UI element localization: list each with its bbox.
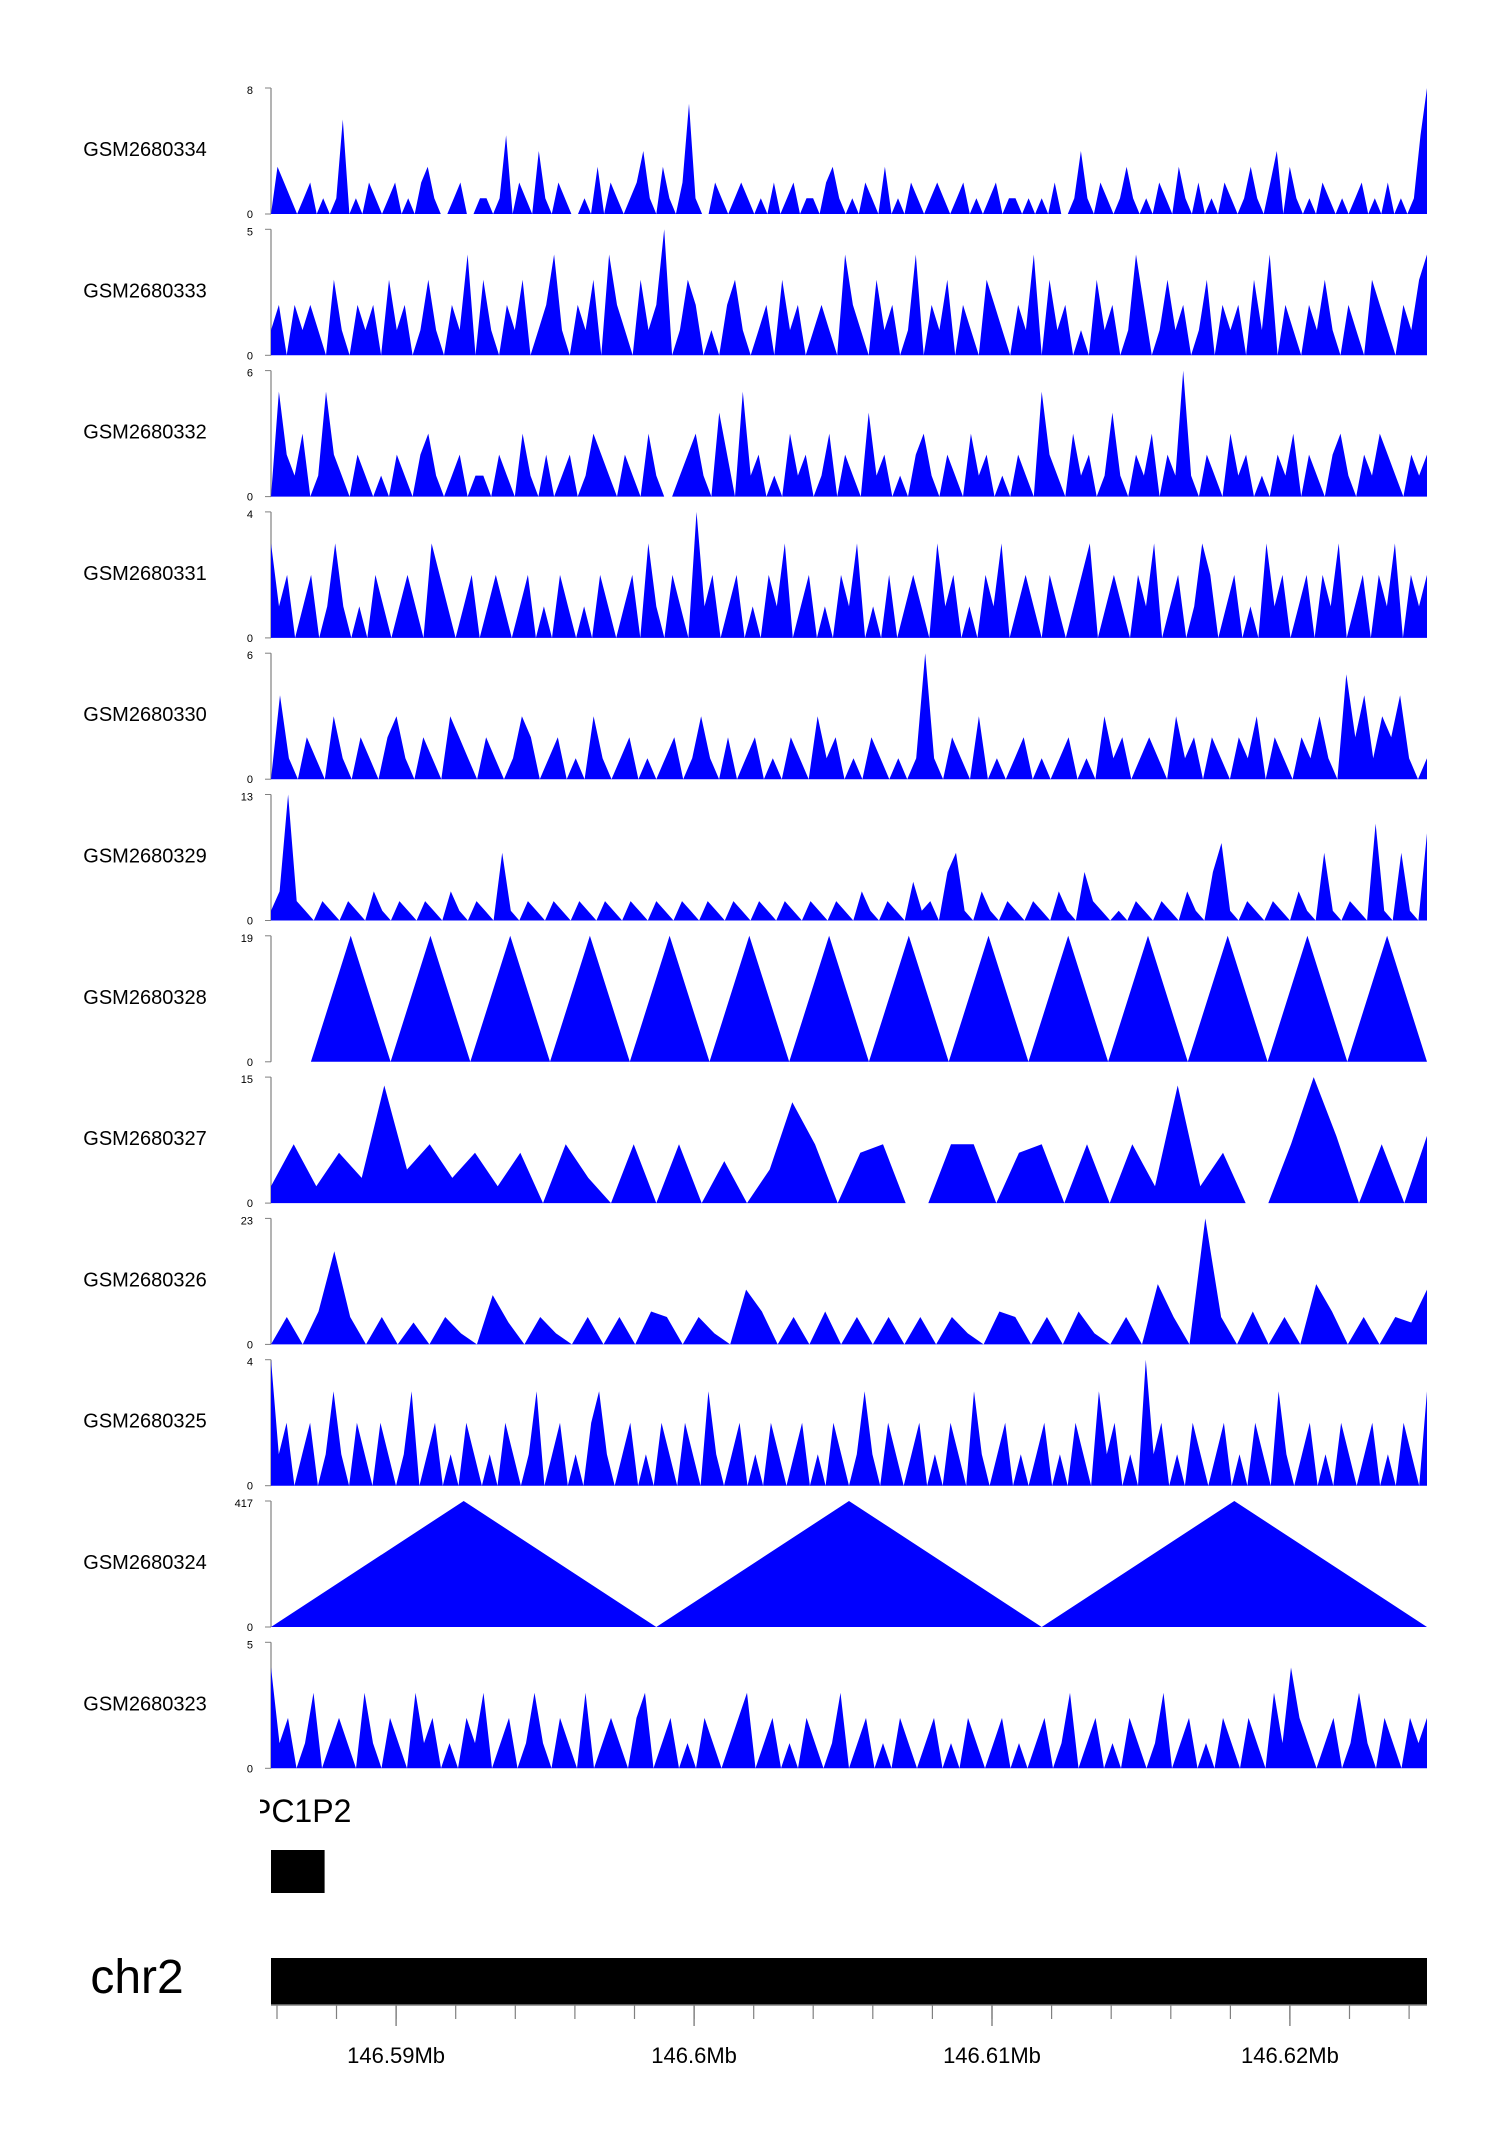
track-GSM2680334: GSM2680334 8 0 xyxy=(83,85,1427,221)
y-min-label: 0 xyxy=(247,1198,253,1210)
y-min-label: 0 xyxy=(247,774,253,786)
signal-area xyxy=(271,88,1427,214)
y-min-label: 0 xyxy=(247,633,253,645)
track-name: GSM2680324 xyxy=(83,1552,206,1574)
axis-tick-label: 146.62Mb xyxy=(1241,2043,1339,2068)
track-GSM2680329: GSM2680329 13 0 xyxy=(83,792,1427,928)
y-min-label: 0 xyxy=(247,1339,253,1351)
gene-feature-box xyxy=(271,1850,325,1893)
y-max-label: 8 xyxy=(247,85,253,97)
track-name: GSM2680331 xyxy=(83,563,206,585)
signal-area xyxy=(271,229,1427,356)
track-GSM2680327: GSM2680327 15 0 xyxy=(83,1074,1427,1210)
track-name: GSM2680327 xyxy=(83,1128,206,1150)
track-name: GSM2680329 xyxy=(83,846,206,868)
chromosome-bar xyxy=(271,1958,1427,2005)
y-min-label: 0 xyxy=(247,916,253,928)
y-min-label: 0 xyxy=(247,1057,253,1069)
signal-area xyxy=(271,653,1427,780)
track-name: GSM2680325 xyxy=(83,1411,206,1433)
y-max-label: 4 xyxy=(247,1357,253,1369)
y-min-label: 0 xyxy=(247,350,253,362)
y-max-label: 5 xyxy=(247,1639,253,1651)
track-name: GSM2680323 xyxy=(83,1693,206,1715)
track-GSM2680333: GSM2680333 5 0 xyxy=(83,226,1427,362)
axis-tick-label: 146.61Mb xyxy=(943,2043,1041,2068)
track-GSM2680324: GSM2680324 417 0 xyxy=(83,1498,1427,1634)
y-max-label: 417 xyxy=(235,1498,253,1510)
gene-label: SPC1P2 xyxy=(229,1793,352,1829)
signal-area xyxy=(271,370,1427,497)
axis-ticks: 146.59Mb 146.6Mb 146.61Mb 146.62Mb xyxy=(276,2005,1410,2068)
data-tracks: GSM268033480GSM268033350GSM268033260GSM2… xyxy=(83,85,1427,1775)
y-max-label: 13 xyxy=(241,792,253,804)
y-min-label: 0 xyxy=(247,1622,253,1634)
track-name: GSM2680334 xyxy=(83,139,206,161)
y-min-label: 0 xyxy=(247,1481,253,1493)
track-GSM2680330: GSM2680330 6 0 xyxy=(83,650,1427,786)
y-min-label: 0 xyxy=(247,492,253,504)
signal-area xyxy=(271,794,1427,921)
track-GSM2680326: GSM2680326 23 0 xyxy=(83,1215,1427,1351)
axis-tick-label: 146.59Mb xyxy=(347,2043,445,2068)
signal-area xyxy=(271,1501,1427,1627)
y-min-label: 0 xyxy=(247,1763,253,1775)
y-max-label: 6 xyxy=(247,650,253,662)
track-name: GSM2680330 xyxy=(83,704,206,726)
genome-axis: chr2 146.59Mb 146.6Mb 146.61Mb 146.62Mb xyxy=(90,1951,1427,2068)
y-max-label: 19 xyxy=(241,933,253,945)
signal-area xyxy=(271,1218,1427,1345)
track-GSM2680323: GSM2680323 5 0 xyxy=(83,1639,1427,1775)
y-max-label: 4 xyxy=(247,509,253,521)
track-GSM2680332: GSM2680332 6 0 xyxy=(83,368,1427,504)
track-GSM2680325: GSM2680325 4 0 xyxy=(83,1357,1427,1493)
track-GSM2680328: GSM2680328 19 0 xyxy=(83,933,1427,1069)
y-max-label: 23 xyxy=(241,1215,253,1227)
signal-area xyxy=(271,1667,1427,1769)
signal-area xyxy=(271,1077,1427,1204)
track-name: GSM2680326 xyxy=(83,1269,206,1291)
y-max-label: 15 xyxy=(241,1074,253,1086)
y-min-label: 0 xyxy=(247,209,253,221)
y-max-label: 5 xyxy=(247,226,253,238)
track-name: GSM2680328 xyxy=(83,987,206,1009)
signal-area xyxy=(271,1359,1427,1486)
signal-area xyxy=(271,511,1427,638)
gene-track: SPC1P2 xyxy=(229,1793,352,1893)
chromosome-label: chr2 xyxy=(90,1951,183,2004)
track-name: GSM2680332 xyxy=(83,422,206,444)
track-GSM2680331: GSM2680331 4 0 xyxy=(83,509,1427,645)
signal-area xyxy=(271,935,1427,1062)
axis-tick-label: 146.6Mb xyxy=(651,2043,737,2068)
y-max-label: 6 xyxy=(247,368,253,380)
track-name: GSM2680333 xyxy=(83,280,206,302)
